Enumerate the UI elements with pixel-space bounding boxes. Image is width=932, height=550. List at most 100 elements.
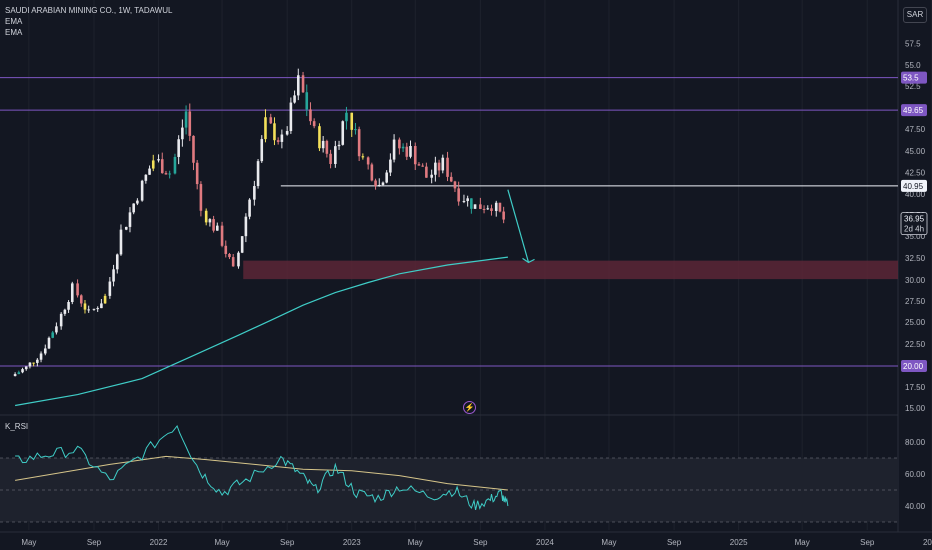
candle[interactable] [13,374,17,377]
candle[interactable] [325,140,329,154]
candle[interactable] [350,112,354,130]
candle[interactable] [253,186,256,200]
candle[interactable] [248,199,251,217]
candle[interactable] [47,337,51,349]
support-zone[interactable] [243,260,899,280]
candle[interactable] [76,283,79,296]
candle[interactable] [370,164,374,181]
candle[interactable] [173,156,177,174]
candle[interactable] [216,225,219,231]
candle[interactable] [389,159,392,173]
candle[interactable] [392,139,396,160]
candle[interactable] [192,135,195,163]
candle[interactable] [470,198,473,209]
candle[interactable] [92,308,96,310]
candle[interactable] [401,146,405,149]
candle[interactable] [321,140,325,149]
candle[interactable] [502,211,505,220]
candle[interactable] [354,129,357,131]
indicator-ema-1[interactable]: EMA [5,17,23,26]
candle[interactable] [79,295,83,304]
candle[interactable] [457,188,460,202]
candle[interactable] [441,157,445,171]
candle[interactable] [425,166,428,178]
candle[interactable] [479,204,482,209]
candle[interactable] [357,129,361,157]
candle[interactable] [96,308,99,310]
candle[interactable] [446,157,449,177]
candle[interactable] [273,123,276,141]
candle[interactable] [144,174,148,181]
candle[interactable] [228,253,231,258]
candle[interactable] [269,117,273,124]
candle[interactable] [224,245,228,254]
indicator-ema-2[interactable]: EMA [5,28,23,37]
candle[interactable] [32,362,35,364]
candle[interactable] [421,165,424,167]
candle[interactable] [337,144,341,147]
candle[interactable] [63,309,67,314]
candle[interactable] [160,159,164,174]
candle[interactable] [309,109,312,122]
candle[interactable] [59,313,63,327]
candle[interactable] [164,173,168,175]
candle[interactable] [256,161,260,187]
candle[interactable] [318,126,321,149]
candle[interactable] [220,225,224,246]
candle[interactable] [434,162,437,175]
candle[interactable] [70,283,74,302]
candle[interactable] [240,236,244,253]
candle[interactable] [151,160,155,169]
candle[interactable] [264,117,267,140]
candle[interactable] [237,252,240,267]
candle[interactable] [168,173,171,175]
candle[interactable] [21,369,24,373]
candle[interactable] [486,208,490,210]
candle[interactable] [361,156,365,158]
candle[interactable] [385,172,388,183]
candle[interactable] [124,226,128,230]
candle[interactable] [377,184,381,187]
candle[interactable] [67,301,70,310]
candle[interactable] [177,139,180,157]
candle[interactable] [453,181,457,189]
candle[interactable] [305,92,309,110]
candle[interactable] [140,180,144,201]
candle[interactable] [55,326,58,333]
candle[interactable] [39,353,43,360]
candle[interactable] [413,146,417,165]
candle[interactable] [128,212,132,227]
candle[interactable] [285,131,289,135]
candle[interactable] [345,112,348,122]
candle[interactable] [398,139,401,149]
candle[interactable] [208,219,212,223]
candle[interactable] [188,111,192,136]
candle[interactable] [437,162,441,171]
candle[interactable] [119,229,123,255]
candle[interactable] [405,146,409,157]
candle[interactable] [417,164,421,166]
candle[interactable] [449,176,453,182]
candle[interactable] [100,303,103,309]
candle[interactable] [334,146,337,164]
candle[interactable] [51,332,54,338]
candle[interactable] [103,295,107,304]
candle[interactable] [112,269,115,282]
candle[interactable] [199,184,203,211]
candle[interactable] [212,219,215,231]
arrow-shaft[interactable] [507,189,530,263]
candle[interactable] [366,157,370,165]
candle[interactable] [329,153,332,164]
candle[interactable] [341,121,345,145]
candle[interactable] [148,168,151,175]
candle[interactable] [409,146,412,157]
candle[interactable] [132,203,135,213]
candle[interactable] [280,134,284,142]
candle[interactable] [430,174,433,178]
candle[interactable] [115,254,119,270]
currency-button[interactable]: SAR [903,7,927,23]
candle[interactable] [289,102,293,132]
candle[interactable] [296,75,300,96]
candle[interactable] [381,182,385,185]
